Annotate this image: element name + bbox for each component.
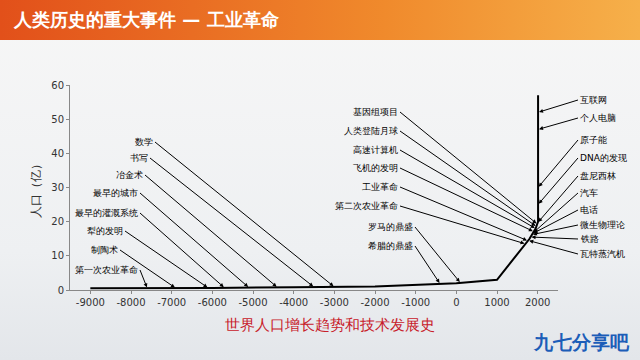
svg-text:书写: 书写	[130, 153, 148, 163]
svg-text:最早的城市: 最早的城市	[93, 188, 138, 198]
svg-text:互联网: 互联网	[580, 95, 607, 105]
svg-text:-5000: -5000	[238, 297, 267, 308]
svg-text:-3000: -3000	[320, 297, 349, 308]
svg-text:DNA的发现: DNA的发现	[580, 153, 627, 163]
svg-text:最早的灌溉系统: 最早的灌溉系统	[75, 208, 138, 218]
svg-text:第一次农业革命: 第一次农业革命	[75, 265, 138, 275]
svg-text:30: 30	[51, 182, 64, 193]
svg-text:电话: 电话	[580, 205, 598, 215]
svg-text:冶金术: 冶金术	[116, 170, 143, 180]
svg-text:瓦特蒸汽机: 瓦特蒸汽机	[580, 249, 625, 259]
svg-text:犁的发明: 犁的发明	[87, 226, 123, 236]
svg-text:0: 0	[453, 297, 459, 308]
svg-text:飞机的发明: 飞机的发明	[353, 163, 398, 173]
svg-text:原子能: 原子能	[580, 135, 607, 145]
svg-text:汽车: 汽车	[580, 188, 598, 198]
svg-text:-1000: -1000	[401, 297, 430, 308]
svg-text:-9000: -9000	[76, 297, 105, 308]
svg-text:0: 0	[58, 285, 64, 296]
svg-text:工业革命: 工业革命	[362, 182, 398, 192]
svg-text:基因组项目: 基因组项目	[353, 107, 398, 117]
svg-text:-7000: -7000	[157, 297, 186, 308]
svg-text:九七分享吧: 九七分享吧	[533, 331, 630, 353]
svg-text:60: 60	[51, 80, 64, 91]
svg-text:铁路: 铁路	[580, 234, 599, 244]
svg-text:20: 20	[51, 216, 64, 227]
svg-text:50: 50	[51, 114, 64, 125]
svg-text:人类登陆月球: 人类登陆月球	[344, 126, 398, 136]
svg-text:10: 10	[51, 250, 64, 261]
svg-text:40: 40	[51, 148, 64, 159]
svg-text:高速计算机: 高速计算机	[353, 145, 398, 155]
svg-text:人口（亿）: 人口（亿）	[29, 158, 43, 218]
svg-text:盘尼西林: 盘尼西林	[580, 171, 616, 181]
svg-text:-4000: -4000	[279, 297, 308, 308]
svg-text:个人电脑: 个人电脑	[580, 113, 616, 123]
svg-text:希腊的鼎盛: 希腊的鼎盛	[368, 241, 413, 251]
svg-text:2000: 2000	[525, 297, 550, 308]
svg-text:-8000: -8000	[116, 297, 145, 308]
svg-text:制陶术: 制陶术	[91, 245, 118, 255]
html-text:人类历史的重大事件 — 工业革命: 人类历史的重大事件 — 工业革命	[14, 9, 279, 30]
svg-text:数学: 数学	[135, 137, 153, 147]
svg-text:-2000: -2000	[360, 297, 389, 308]
svg-text:罗马的鼎盛: 罗马的鼎盛	[368, 222, 413, 232]
svg-text:1000: 1000	[484, 297, 509, 308]
svg-text:第二次农业革命: 第二次农业革命	[335, 201, 398, 211]
svg-text:微生物理论: 微生物理论	[580, 220, 625, 230]
svg-text:-6000: -6000	[198, 297, 227, 308]
svg-text:世界人口增长趋势和技术发展史: 世界人口增长趋势和技术发展史	[225, 316, 435, 334]
